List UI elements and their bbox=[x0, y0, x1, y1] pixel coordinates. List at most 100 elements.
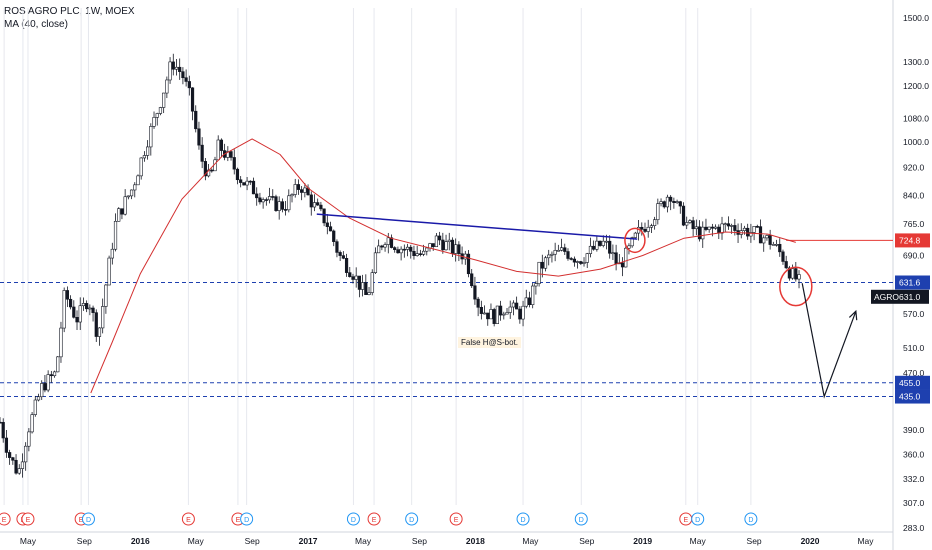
level-price-label: 435.0 bbox=[899, 392, 921, 402]
candle-body bbox=[701, 226, 705, 240]
candle-body bbox=[126, 195, 130, 198]
candle-body bbox=[425, 247, 429, 252]
candle-body bbox=[762, 237, 766, 244]
candle-body bbox=[168, 61, 172, 81]
candle-body bbox=[120, 208, 124, 215]
candle-body bbox=[669, 196, 673, 202]
dividend-marker bbox=[346, 512, 360, 526]
candle-body bbox=[88, 307, 92, 310]
candle-body bbox=[123, 196, 127, 215]
candle-body bbox=[556, 249, 560, 252]
candle-body bbox=[255, 193, 259, 199]
candle-body bbox=[139, 157, 143, 177]
candle-body bbox=[746, 227, 750, 237]
candle-body bbox=[688, 220, 692, 223]
candle-body bbox=[389, 237, 394, 248]
candle-body bbox=[149, 126, 153, 148]
indicator-legend: MA (40, close) bbox=[4, 19, 68, 30]
candle-body bbox=[181, 71, 185, 79]
symbol-label: AGRO bbox=[874, 292, 899, 302]
candle-body bbox=[113, 220, 118, 250]
candle-body bbox=[646, 226, 650, 232]
x-tick-label: May bbox=[522, 536, 539, 546]
candle-body bbox=[399, 248, 403, 254]
candle-body bbox=[357, 275, 362, 290]
candle-body bbox=[466, 253, 471, 275]
earnings-marker bbox=[0, 512, 11, 526]
level-price-tag bbox=[895, 375, 930, 390]
candle-body bbox=[665, 196, 670, 208]
candle-body bbox=[20, 461, 25, 469]
candle-body bbox=[280, 201, 284, 210]
candle-body bbox=[107, 257, 111, 286]
candle-body bbox=[152, 117, 156, 127]
candle-body bbox=[675, 201, 679, 203]
dividend-marker bbox=[240, 512, 254, 526]
event-marker-label: E bbox=[26, 517, 31, 524]
candle-body bbox=[27, 431, 31, 447]
candle-body bbox=[707, 226, 711, 230]
candle-body bbox=[136, 175, 140, 186]
dividend-marker bbox=[405, 512, 419, 526]
candle-body bbox=[56, 356, 60, 373]
candle-body bbox=[274, 196, 278, 211]
event-marker-label: E bbox=[186, 517, 191, 524]
candle-body bbox=[598, 240, 602, 246]
event-marker-label: D bbox=[244, 517, 249, 524]
candle-body bbox=[0, 421, 2, 424]
candle-body bbox=[720, 223, 724, 234]
candle-body bbox=[659, 201, 663, 204]
candle-body bbox=[303, 187, 307, 193]
candle-body bbox=[251, 180, 256, 195]
x-tick-label: Sep bbox=[77, 536, 92, 546]
candle-body bbox=[749, 232, 753, 237]
x-tick-label: 2017 bbox=[299, 536, 318, 546]
candle-body bbox=[758, 226, 763, 244]
candle-body bbox=[498, 305, 503, 316]
candle-body bbox=[1, 422, 5, 439]
x-tick-label: Sep bbox=[412, 536, 427, 546]
event-marker-label: E bbox=[236, 517, 241, 524]
candle-body bbox=[239, 179, 243, 183]
event-marker-label: D bbox=[86, 517, 91, 524]
dividend-marker bbox=[516, 512, 530, 526]
candle-body bbox=[470, 273, 474, 287]
candle-body bbox=[187, 81, 191, 89]
candle-body bbox=[566, 251, 570, 259]
candle-body bbox=[370, 272, 374, 293]
candle-body bbox=[710, 226, 714, 229]
x-tick-label: 2019 bbox=[633, 536, 652, 546]
candle-body bbox=[662, 201, 666, 208]
candle-body bbox=[11, 457, 15, 461]
candle-body bbox=[232, 157, 236, 170]
candle-body bbox=[142, 155, 147, 159]
candle-body bbox=[383, 244, 387, 248]
x-tick-label: May bbox=[355, 536, 372, 546]
candle-body bbox=[197, 128, 201, 146]
candle-body bbox=[691, 220, 695, 230]
candle-body bbox=[36, 396, 41, 401]
y-tick-label: 307.0 bbox=[903, 498, 925, 508]
candle-body bbox=[579, 261, 583, 264]
candle-body bbox=[194, 110, 198, 130]
candle-body bbox=[325, 222, 329, 227]
candle-body bbox=[627, 245, 631, 249]
candle-body bbox=[733, 225, 737, 231]
candle-body bbox=[91, 307, 95, 313]
candle-body bbox=[444, 241, 448, 251]
event-marker-label: E bbox=[454, 517, 459, 524]
candle-body bbox=[502, 313, 506, 316]
candle-body bbox=[174, 66, 179, 70]
neckline-trendline bbox=[316, 213, 638, 240]
candle-body bbox=[649, 225, 654, 228]
candle-body bbox=[797, 274, 801, 280]
candle-body bbox=[778, 244, 782, 253]
candle-body bbox=[351, 276, 355, 280]
candle-body bbox=[267, 196, 272, 201]
candle-body bbox=[697, 226, 702, 240]
candle-body bbox=[774, 244, 779, 246]
candle-body bbox=[569, 258, 573, 260]
y-tick-label: 360.0 bbox=[903, 449, 925, 459]
candle-body bbox=[489, 309, 493, 320]
